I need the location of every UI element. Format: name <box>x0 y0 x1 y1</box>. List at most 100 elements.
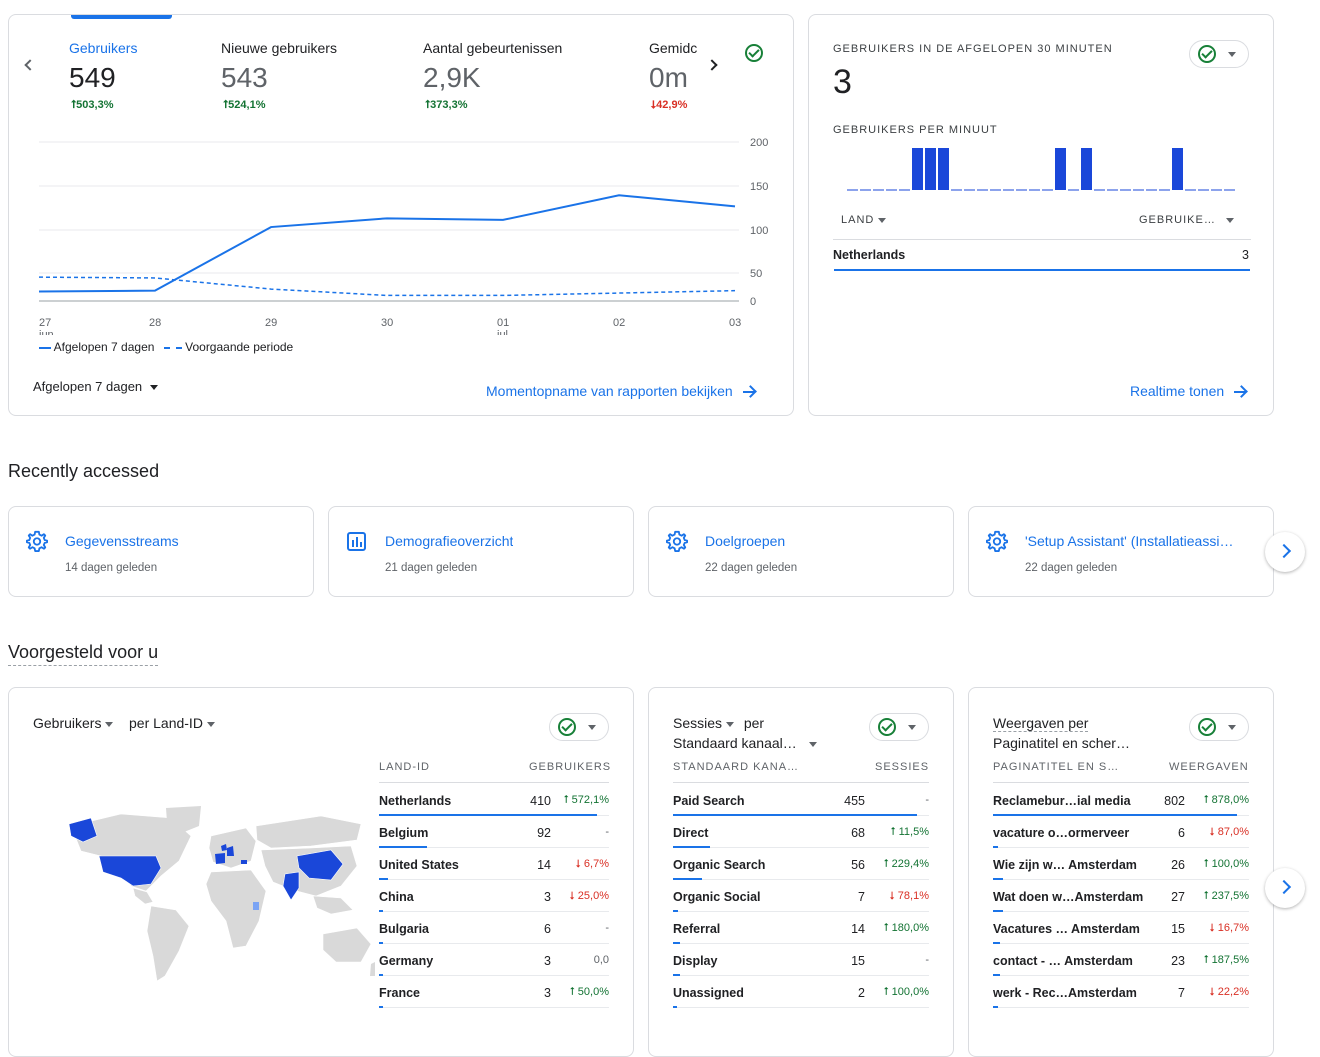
recent-card[interactable]: Doelgroepen 22 dagen geleden <box>648 506 954 597</box>
recent-card[interactable]: Gegevensstreams 14 dagen geleden <box>8 506 314 597</box>
divider <box>673 782 929 783</box>
row-value: 3 <box>544 954 551 968</box>
row-share-bar <box>379 814 597 816</box>
dimension-name: Standaard kanaal… <box>673 735 797 751</box>
legend-current: Afgelopen 7 dagen <box>53 340 155 354</box>
chevron-down-icon <box>149 385 158 391</box>
table-row[interactable]: Reclamebur…ial media 802 ⭡ 878,0% <box>993 784 1249 816</box>
metric-dropdown[interactable]: Gebruikers <box>33 715 114 731</box>
country-card: Gebruikers per Land-ID <box>8 687 634 1057</box>
row-name: Organic Social <box>673 890 761 904</box>
table-row[interactable]: Wie zijn w… Amsterdam 26 ⭡ 100,0% <box>993 848 1249 880</box>
legend-previous: Voorgaande periode <box>185 340 294 354</box>
row-name: vacature o…ormerveer <box>993 826 1130 840</box>
table-row[interactable]: Germany 3 0,0 <box>379 944 609 976</box>
recent-next-button[interactable] <box>1265 532 1305 572</box>
table-row[interactable]: Vacatures … Amsterdam 15 ⭣ 16,7% <box>993 912 1249 944</box>
channel-quality-check[interactable] <box>869 713 929 741</box>
table-row[interactable]: China 3 ⭣ 25,0% <box>379 880 609 912</box>
row-change: ⭡ 237,5% <box>1203 890 1249 902</box>
x-tick-label: 27 <box>39 317 51 329</box>
table-row[interactable]: United States 14 ⭣ 6,7% <box>379 848 609 880</box>
x-tick-month: jun <box>38 329 54 335</box>
col-country[interactable]: LAND <box>841 214 887 226</box>
table-row[interactable]: Display 15 - <box>673 944 929 976</box>
col-users[interactable]: GEBRUIKE… <box>1139 214 1234 226</box>
row-value: 6 <box>1178 826 1185 840</box>
table-row[interactable]: Organic Social 7 ⭣ 78,1% <box>673 880 929 912</box>
dimension-dropdown[interactable]: Paginatitel en scher… <box>993 735 1130 751</box>
table-row[interactable]: Unassigned 2 ⭡ 100,0% <box>673 976 929 1008</box>
recent-title[interactable]: 'Setup Assistant' (Installatieassi… <box>1025 533 1234 549</box>
period-dropdown[interactable]: Afgelopen 7 dagen <box>33 379 158 394</box>
table-row[interactable]: Direct 68 ⭡ 11,5% <box>673 816 929 848</box>
realtime-link[interactable]: Realtime tonen <box>1130 383 1248 399</box>
col-users[interactable]: GEBRUIKERS <box>529 761 612 773</box>
realtime-quality-check[interactable] <box>1189 40 1249 68</box>
recent-card[interactable]: 'Setup Assistant' (Installatieassi… 22 d… <box>968 506 1274 597</box>
table-row[interactable]: Organic Search 56 ⭡ 229,4% <box>673 848 929 880</box>
dimension-name: Paginatitel en scher… <box>993 735 1130 751</box>
table-row[interactable]: werk - Rec…Amsterdam 7 ⭣ 22,2% <box>993 976 1249 1008</box>
col-country-id[interactable]: LAND-ID <box>379 761 431 773</box>
row-value: 6 <box>544 922 551 936</box>
metric-tab-avg-time[interactable]: Gemidc 0m ⭣42,9% <box>649 15 699 125</box>
row-name: Belgium <box>379 826 429 840</box>
data-quality-check[interactable] <box>740 40 770 68</box>
metrics-next-button[interactable] <box>705 55 725 77</box>
x-tick-label: 02 <box>613 317 625 329</box>
metric-dropdown[interactable]: Sessies per <box>673 715 764 731</box>
col-page-title[interactable]: PAGINATITEL EN S… <box>993 761 1120 773</box>
dimension-dropdown[interactable]: per Land-ID <box>129 715 215 731</box>
metric-label: Gemidc <box>649 40 698 56</box>
metric-dropdown[interactable]: Weergaven per <box>993 715 1089 732</box>
table-row[interactable]: Netherlands 410 ⭡ 572,1% <box>379 784 609 816</box>
row-name: contact - … Amsterdam <box>993 954 1133 968</box>
table-row[interactable]: Wat doen w…Amsterdam 27 ⭡ 237,5% <box>993 880 1249 912</box>
table-row[interactable]: Belgium 92 - <box>379 816 609 848</box>
col-channel[interactable]: STANDAARD KANA… <box>673 761 800 773</box>
row-change: - <box>605 922 609 934</box>
row-share-bar <box>673 942 680 944</box>
col-sessions[interactable]: SESSIES <box>875 761 930 773</box>
country-quality-check[interactable] <box>549 713 609 741</box>
col-views[interactable]: WEERGAVEN <box>1169 761 1249 773</box>
dimension-dropdown[interactable]: Standaard kanaal… <box>673 735 817 751</box>
sort-icon <box>878 217 887 223</box>
row-change: ⭣ 6,7% <box>575 858 609 870</box>
recent-title[interactable]: Gegevensstreams <box>65 533 179 549</box>
map-ethiopia <box>253 902 259 910</box>
metric-name: Sessies <box>673 715 723 731</box>
suggested-next-button[interactable] <box>1265 868 1305 908</box>
divider <box>379 782 609 783</box>
metric-change: ⭡373,3% <box>425 99 468 111</box>
row-name: France <box>379 986 420 1000</box>
recent-title[interactable]: Demografieoverzicht <box>385 533 514 549</box>
table-row[interactable]: Referral 14 ⭡ 180,0% <box>673 912 929 944</box>
table-row[interactable]: vacature o…ormerveer 6 ⭣ 87,0% <box>993 816 1249 848</box>
row-name: Wie zijn w… Amsterdam <box>993 858 1137 872</box>
row-name: Paid Search <box>673 794 745 808</box>
map-australia <box>322 927 372 963</box>
metrics-prev-button[interactable] <box>19 57 39 77</box>
row-change: ⭣ 16,7% <box>1209 922 1249 934</box>
row-value: 410 <box>530 794 551 808</box>
table-row[interactable]: France 3 ⭡ 50,0% <box>379 976 609 1008</box>
recent-subtitle: 22 dagen geleden <box>705 562 798 574</box>
y-tick-label: 50 <box>750 268 762 280</box>
pages-quality-check[interactable] <box>1189 713 1249 741</box>
snapshot-link[interactable]: Momentopname van rapporten bekijken <box>486 383 757 399</box>
gear-icon <box>666 530 688 552</box>
row-name: China <box>379 890 414 904</box>
recent-card[interactable]: Demografieoverzicht 21 dagen geleden <box>328 506 634 597</box>
table-row[interactable]: Bulgaria 6 - <box>379 912 609 944</box>
check-icon <box>878 718 896 736</box>
dimension-name: per Land-ID <box>129 715 203 731</box>
row-share-bar <box>993 942 1000 944</box>
x-tick-label: 28 <box>149 317 161 329</box>
table-row[interactable]: Paid Search 455 - <box>673 784 929 816</box>
table-row[interactable]: contact - … Amsterdam 23 ⭡ 187,5% <box>993 944 1249 976</box>
row-name: Referral <box>673 922 721 936</box>
recent-title[interactable]: Doelgroepen <box>705 533 786 549</box>
minute-bar <box>1172 148 1183 190</box>
